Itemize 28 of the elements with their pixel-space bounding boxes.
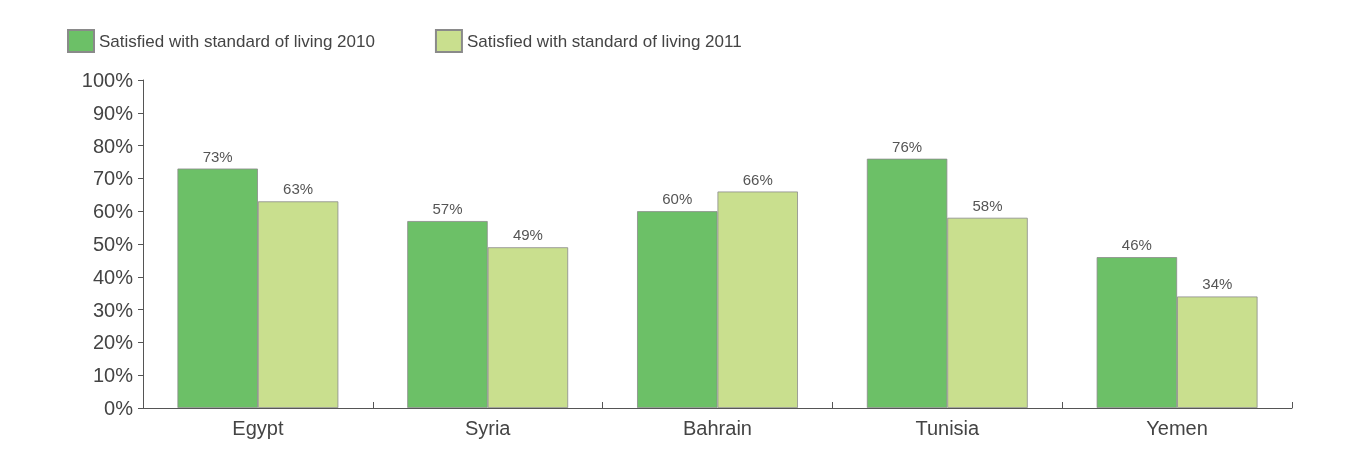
y-tick-label: 70% <box>92 167 134 190</box>
y-tick-label: 80% <box>92 134 134 157</box>
data-label: 60% <box>662 190 693 208</box>
y-tick-label: 0% <box>104 397 134 419</box>
x-tick-label: Egypt <box>232 417 284 439</box>
y-tick-label: 40% <box>92 265 134 288</box>
data-label: 49% <box>512 226 543 244</box>
data-label: 46% <box>1121 236 1152 254</box>
legend-label: Satisfied with standard of living 2010 <box>99 31 375 51</box>
data-label: 66% <box>742 170 773 188</box>
y-tick-label: 20% <box>92 331 134 354</box>
y-tick-label: 30% <box>92 298 134 321</box>
y-tick-label: 100% <box>81 69 134 91</box>
y-tick-label: 50% <box>92 233 134 255</box>
data-label: 57% <box>432 200 463 218</box>
y-tick-label: 90% <box>92 101 134 124</box>
x-tick-label: Bahrain <box>683 417 752 439</box>
x-tick-label: Syria <box>464 417 512 439</box>
data-label: 58% <box>972 196 1003 214</box>
data-label: 76% <box>892 137 923 155</box>
y-tick-label: 60% <box>92 200 134 223</box>
x-tick-label: Yemen <box>1146 417 1208 439</box>
data-label: 63% <box>283 180 314 198</box>
y-tick-label: 10% <box>92 364 134 387</box>
x-tick-label: Tunisia <box>915 417 981 439</box>
legend-label: Satisfied with standard of living 2011 <box>466 31 742 51</box>
data-label: 34% <box>1202 275 1233 293</box>
data-label: 73% <box>202 147 233 165</box>
